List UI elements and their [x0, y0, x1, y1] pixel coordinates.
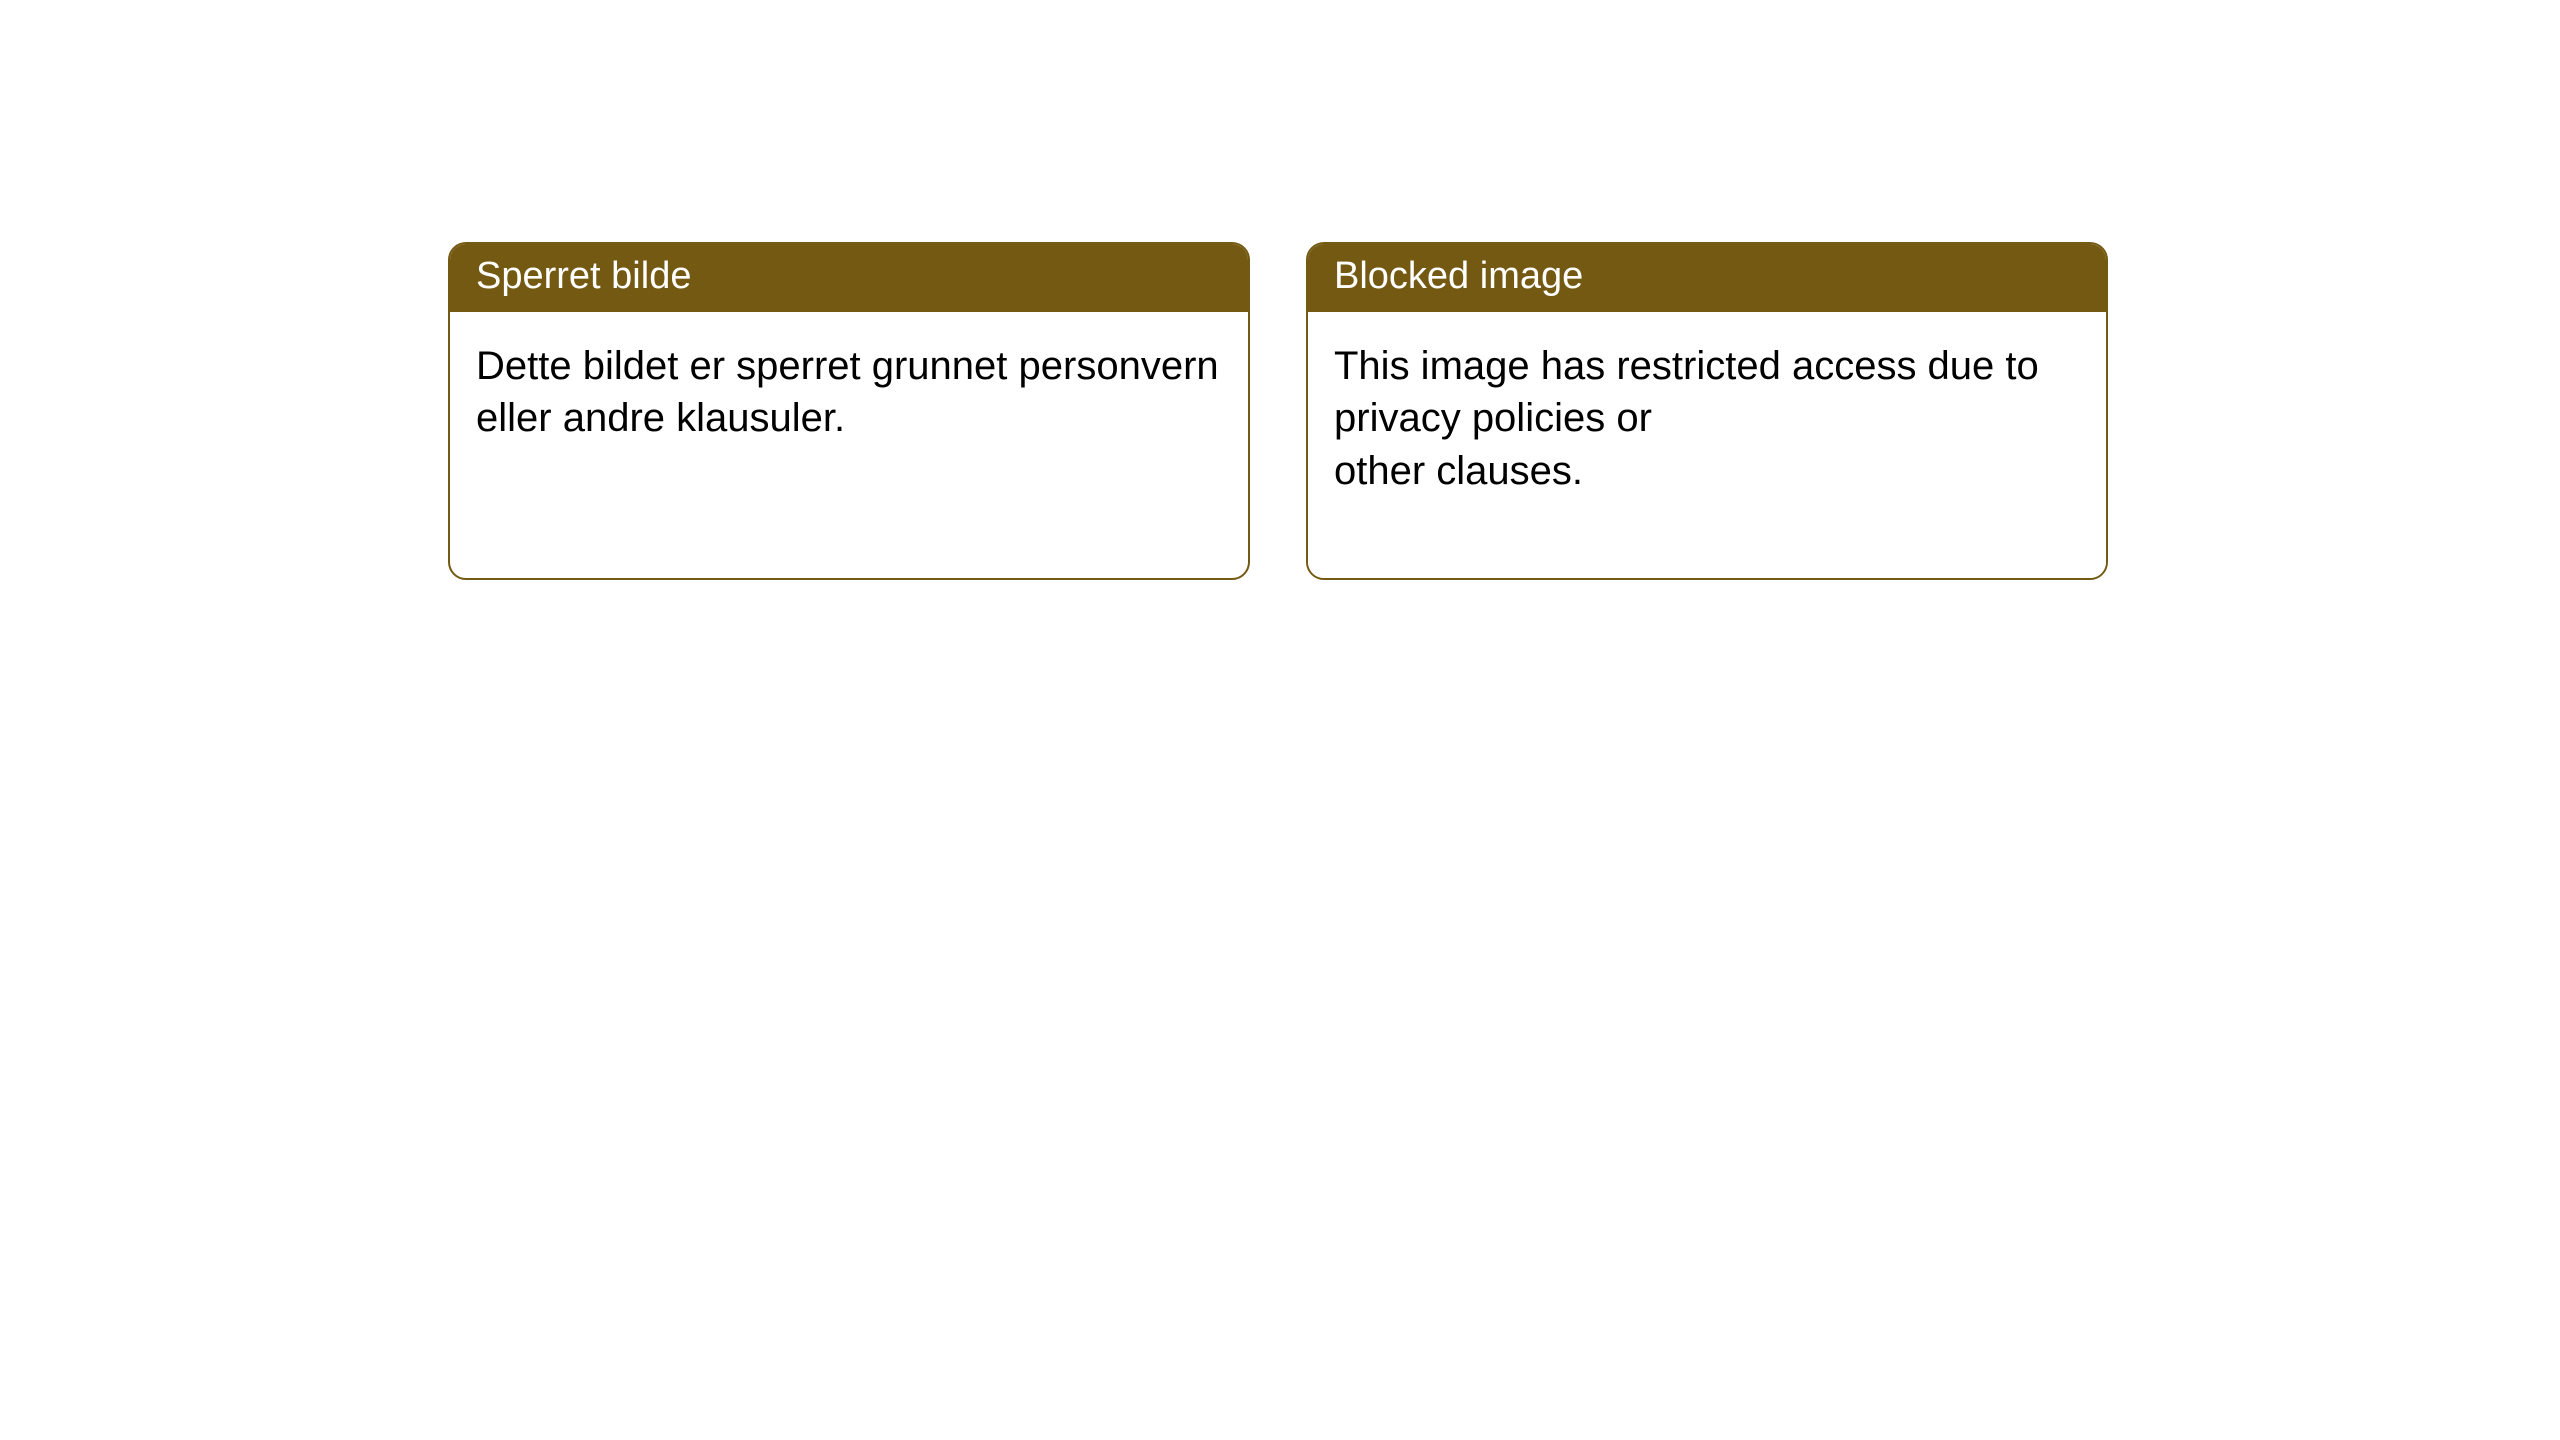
notice-card-body: This image has restricted access due to …: [1308, 312, 2106, 578]
notice-card-title: Sperret bilde: [450, 244, 1248, 312]
notice-card-no: Sperret bilde Dette bildet er sperret gr…: [448, 242, 1250, 580]
notice-container: Sperret bilde Dette bildet er sperret gr…: [0, 0, 2560, 580]
notice-card-en: Blocked image This image has restricted …: [1306, 242, 2108, 580]
notice-card-body: Dette bildet er sperret grunnet personve…: [450, 312, 1248, 526]
notice-card-title: Blocked image: [1308, 244, 2106, 312]
